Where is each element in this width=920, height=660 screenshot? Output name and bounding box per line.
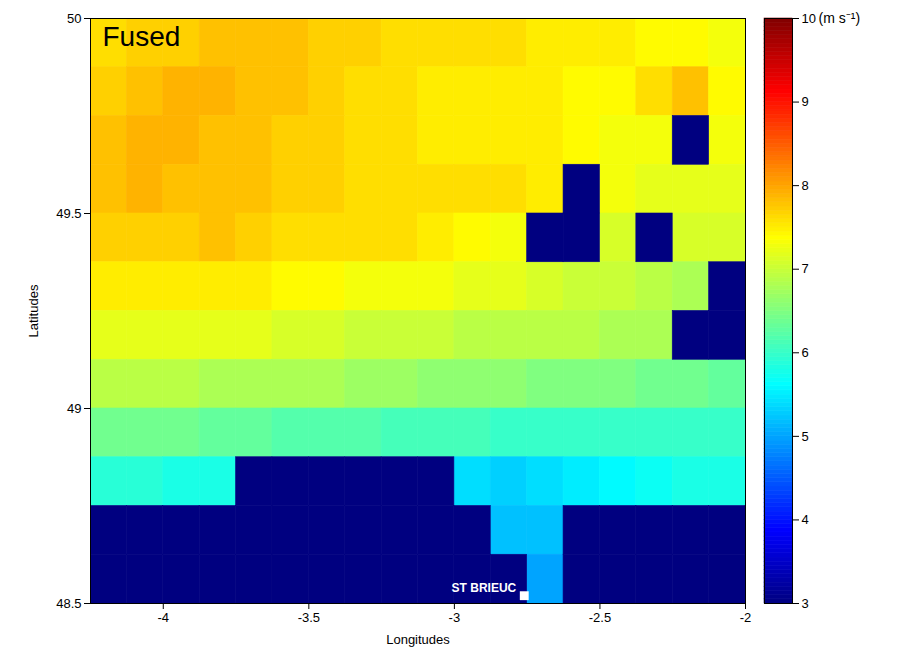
svg-text:-2: -2 xyxy=(740,610,752,625)
svg-text:48.5: 48.5 xyxy=(56,596,81,611)
svg-text:8: 8 xyxy=(802,178,809,193)
svg-text:Latitudes: Latitudes xyxy=(26,284,41,337)
svg-text:7: 7 xyxy=(802,261,809,276)
svg-text:3: 3 xyxy=(802,596,809,611)
svg-text:(m s⁻¹): (m s⁻¹) xyxy=(819,10,861,26)
svg-text:Longitudes: Longitudes xyxy=(386,632,450,647)
svg-text:6: 6 xyxy=(802,345,809,360)
svg-text:ST BRIEUC: ST BRIEUC xyxy=(452,581,517,595)
svg-text:49.5: 49.5 xyxy=(56,206,81,221)
svg-text:-4: -4 xyxy=(157,610,169,625)
svg-text:Fused: Fused xyxy=(103,21,181,52)
svg-text:-3.5: -3.5 xyxy=(298,610,320,625)
svg-text:5: 5 xyxy=(802,429,809,444)
svg-text:-2.5: -2.5 xyxy=(589,610,611,625)
svg-text:49: 49 xyxy=(67,401,81,416)
svg-text:9: 9 xyxy=(802,94,809,109)
svg-text:-3: -3 xyxy=(449,610,461,625)
svg-text:4: 4 xyxy=(802,512,809,527)
svg-text:50: 50 xyxy=(67,11,81,26)
svg-text:10: 10 xyxy=(802,11,816,26)
